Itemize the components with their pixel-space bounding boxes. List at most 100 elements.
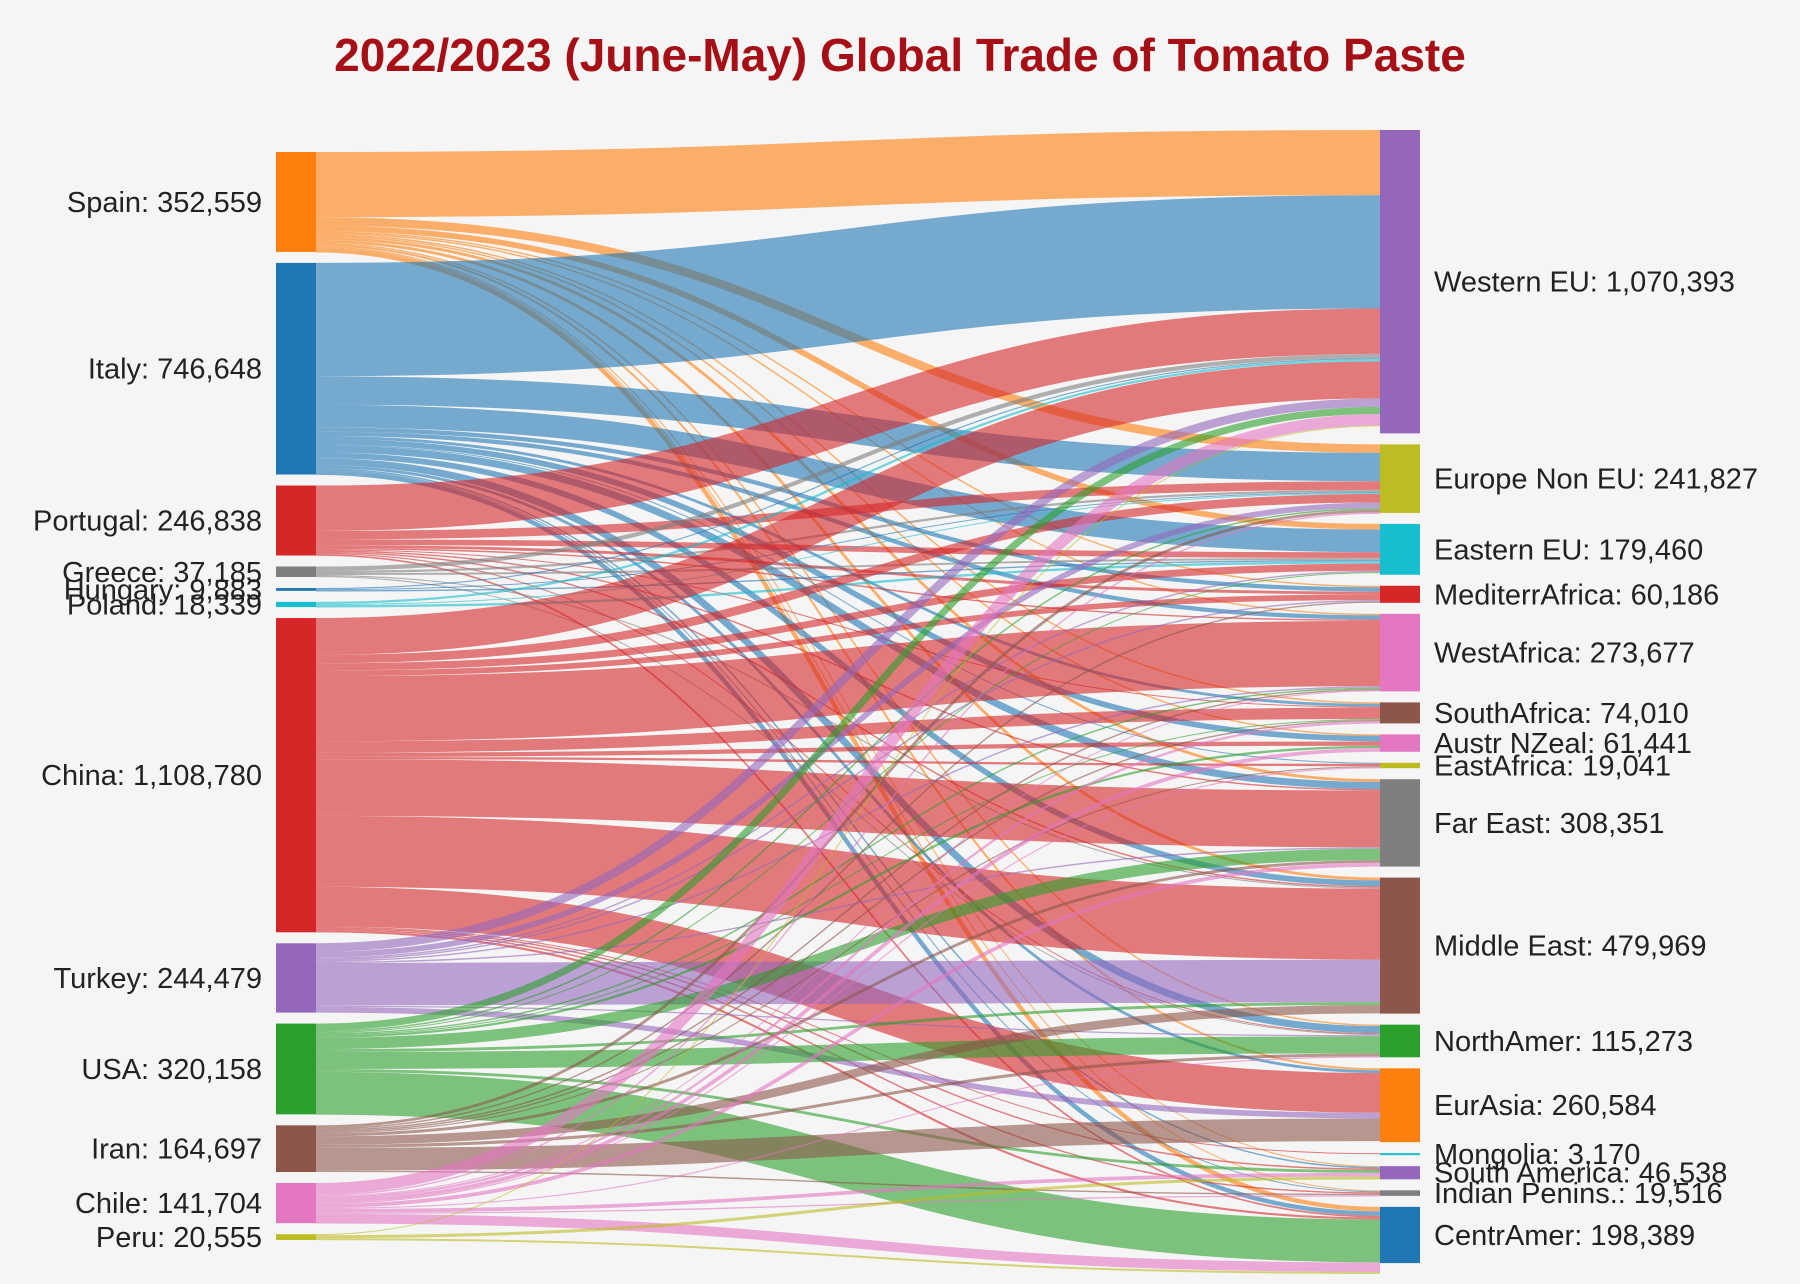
source-node-portugal[interactable] xyxy=(276,485,316,556)
flow-link-iran-to-far-east[interactable] xyxy=(315,859,1381,1137)
source-label-china: China: 1,108,780 xyxy=(41,760,262,792)
flow-link-portugal-to-mediterrafrica[interactable] xyxy=(315,545,1381,595)
source-node-china[interactable] xyxy=(276,618,316,933)
target-node-mediterrafrica[interactable] xyxy=(1380,585,1420,603)
source-node-chile[interactable] xyxy=(276,1183,316,1224)
flow-link-turkey-to-eastern-eu[interactable] xyxy=(315,570,1381,959)
flow-link-iran-to-mediterrafrica[interactable] xyxy=(315,601,1381,1130)
flow-link-iran-to-southafrica[interactable] xyxy=(315,719,1381,1133)
flow-link-china-to-europe-non-eu[interactable] xyxy=(315,493,1381,664)
target-node-south-america[interactable] xyxy=(1380,1166,1420,1180)
flow-link-italy-to-western-eu[interactable] xyxy=(315,195,1381,377)
target-node-mongolia[interactable] xyxy=(1380,1153,1420,1156)
target-node-northamer[interactable] xyxy=(1380,1024,1420,1058)
target-node-eurasia[interactable] xyxy=(1380,1068,1420,1143)
source-node-peru[interactable] xyxy=(276,1234,316,1240)
target-label-middle-east: Middle East: 479,969 xyxy=(1434,931,1706,963)
flow-link-usa-to-middle-east[interactable] xyxy=(315,1002,1381,1052)
flow-link-chile-to-far-east[interactable] xyxy=(315,862,1381,1208)
flow-link-portugal-to-southafrica[interactable] xyxy=(315,549,1381,708)
source-node-poland[interactable] xyxy=(276,601,316,608)
target-node-far-east[interactable] xyxy=(1380,779,1420,867)
flow-link-iran-to-westafrica[interactable] xyxy=(315,688,1381,1131)
target-label-indian-penins: Indian Penins.: 19,516 xyxy=(1434,1178,1723,1210)
target-node-austr-nzeal[interactable] xyxy=(1380,734,1420,752)
flow-link-chile-to-south-america[interactable] xyxy=(315,1172,1381,1213)
flow-link-turkey-to-westafrica[interactable] xyxy=(315,686,1381,962)
flow-link-chile-to-austr-nzeal[interactable] xyxy=(315,747,1381,1203)
target-label-westafrica: WestAfrica: 273,677 xyxy=(1434,638,1695,670)
flow-link-usa-to-far-east[interactable] xyxy=(315,848,1381,1050)
flow-link-iran-to-europe-non-eu[interactable] xyxy=(315,509,1381,1129)
flow-link-iran-to-indian-penins-[interactable] xyxy=(315,1170,1381,1196)
source-node-spain[interactable] xyxy=(276,152,316,252)
flow-link-chile-to-centramer[interactable] xyxy=(315,1213,1381,1272)
target-label-mediterrafrica: MediterrAfrica: 60,186 xyxy=(1434,579,1719,611)
flow-link-hungary-to-western-eu[interactable] xyxy=(315,358,1381,590)
target-node-western-eu[interactable] xyxy=(1380,130,1420,434)
flow-link-iran-to-eurasia[interactable] xyxy=(315,1118,1381,1171)
flow-link-greece-to-western-eu[interactable] xyxy=(315,353,1381,571)
source-label-portugal: Portugal: 246,838 xyxy=(33,506,262,538)
flow-link-chile-to-southafrica[interactable] xyxy=(315,721,1381,1200)
flow-link-chile-to-westafrica[interactable] xyxy=(315,690,1381,1197)
flow-link-hungary-to-europe-non-eu[interactable] xyxy=(315,491,1381,591)
target-label-europe-non-eu: Europe Non EU: 241,827 xyxy=(1434,464,1758,496)
source-node-hungary[interactable] xyxy=(276,588,316,591)
nodes-group: Spain: 352,559 Italy: 746,648 Portugal: 24… xyxy=(33,130,1758,1264)
flow-link-peru-to-south-america[interactable] xyxy=(315,1176,1381,1239)
source-label-chile: Chile: 141,704 xyxy=(75,1188,262,1220)
flow-link-turkey-to-western-eu[interactable] xyxy=(315,398,1381,952)
target-node-europe-non-eu[interactable] xyxy=(1380,444,1420,513)
flow-link-spain-to-western-eu[interactable] xyxy=(315,130,1381,218)
source-node-italy[interactable] xyxy=(276,262,316,475)
flow-link-chile-to-western-eu[interactable] xyxy=(315,413,1381,1195)
flow-link-chile-to-europe-non-eu[interactable] xyxy=(315,512,1381,1196)
flow-link-chile-to-northamer[interactable] xyxy=(315,1056,1381,1209)
flow-link-greece-to-europe-non-eu[interactable] xyxy=(315,489,1381,574)
flow-link-iran-to-eastafrica[interactable] xyxy=(315,766,1381,1134)
flow-link-turkey-to-northamer[interactable] xyxy=(315,1005,1381,1037)
target-node-southafrica[interactable] xyxy=(1380,702,1420,724)
target-label-southafrica: SouthAfrica: 74,010 xyxy=(1434,698,1689,730)
flow-link-turkey-to-middle-east[interactable] xyxy=(315,959,1381,1006)
flow-link-china-to-eastern-eu[interactable] xyxy=(315,563,1381,671)
flow-link-china-to-western-eu[interactable] xyxy=(315,361,1381,655)
flow-link-chile-to-indian-penins-[interactable] xyxy=(315,1195,1381,1214)
flow-link-usa-to-centramer[interactable] xyxy=(315,1071,1381,1263)
flow-link-usa-to-europe-non-eu[interactable] xyxy=(315,508,1381,1033)
target-node-indian-penins[interactable] xyxy=(1380,1190,1420,1196)
target-node-westafrica[interactable] xyxy=(1380,613,1420,692)
flow-link-usa-to-western-eu[interactable] xyxy=(315,406,1381,1031)
flow-link-poland-to-western-eu[interactable] xyxy=(315,359,1381,605)
source-node-usa[interactable] xyxy=(276,1023,316,1115)
flow-link-greece-to-eastern-eu[interactable] xyxy=(315,557,1381,576)
source-node-iran[interactable] xyxy=(276,1125,316,1173)
flow-link-china-to-middle-east[interactable] xyxy=(315,815,1381,960)
flow-link-usa-to-westafrica[interactable] xyxy=(315,687,1381,1035)
flow-link-iran-to-middle-east[interactable] xyxy=(315,1004,1381,1145)
chart-title: 2022/2023 (June-May) Global Trade of Tom… xyxy=(334,29,1466,81)
target-node-eastern-eu[interactable] xyxy=(1380,523,1420,575)
flow-link-usa-to-northamer[interactable] xyxy=(315,1036,1381,1069)
source-node-greece[interactable] xyxy=(276,566,316,578)
flow-link-turkey-to-europe-non-eu[interactable] xyxy=(315,502,1381,958)
flow-link-peru-to-western-eu[interactable] xyxy=(315,425,1381,1236)
flow-link-usa-to-southafrica[interactable] xyxy=(315,718,1381,1036)
flow-link-turkey-to-mediterrafrica[interactable] xyxy=(315,599,1381,961)
flow-link-usa-to-south-america[interactable] xyxy=(315,1068,1381,1173)
flow-link-poland-to-europe-non-eu[interactable] xyxy=(315,492,1381,606)
flow-link-china-to-mediterrafrica[interactable] xyxy=(315,594,1381,677)
flow-link-peru-to-centramer[interactable] xyxy=(315,1238,1381,1274)
flow-link-portugal-to-western-eu[interactable] xyxy=(315,308,1381,531)
target-node-middle-east[interactable] xyxy=(1380,877,1420,1014)
target-node-centramer[interactable] xyxy=(1380,1206,1420,1264)
source-node-turkey[interactable] xyxy=(276,943,316,1013)
target-node-eastafrica[interactable] xyxy=(1380,762,1420,769)
flow-link-usa-to-austr-nzeal[interactable] xyxy=(315,745,1381,1038)
source-label-peru: Peru: 20,555 xyxy=(96,1222,262,1254)
flow-link-chile-to-eastafrica[interactable] xyxy=(315,767,1381,1205)
target-label-eastern-eu: Eastern EU: 179,460 xyxy=(1434,534,1703,566)
flow-link-turkey-to-far-east[interactable] xyxy=(315,847,1381,964)
